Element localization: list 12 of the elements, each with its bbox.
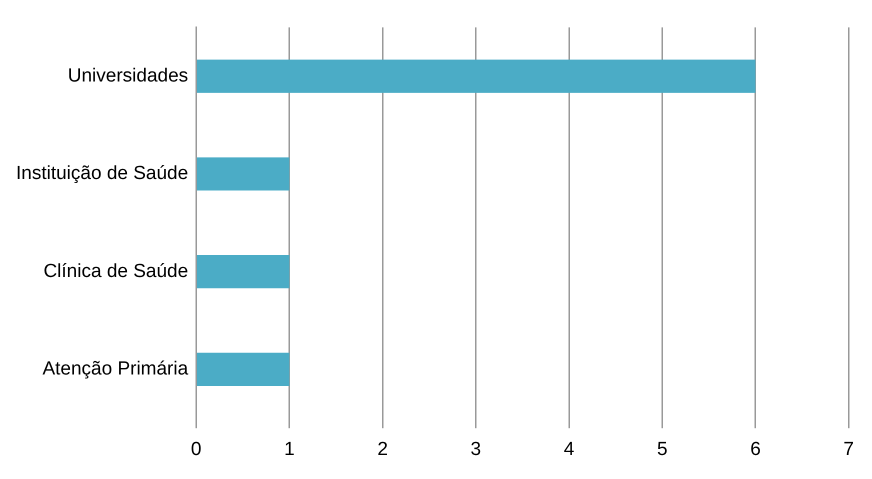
y-tick-label: Clínica de Saúde bbox=[43, 260, 188, 282]
x-tick-label: 4 bbox=[564, 438, 575, 460]
x-tick-label: 1 bbox=[284, 438, 295, 460]
x-tick-label: 7 bbox=[843, 438, 854, 460]
x-tick-label: 6 bbox=[750, 438, 761, 460]
y-tick-label: Universidades bbox=[68, 65, 188, 86]
x-tick-label: 2 bbox=[377, 438, 388, 460]
y-tick-label: Instituição de Saúde bbox=[16, 163, 188, 184]
x-tick-label: 0 bbox=[190, 438, 202, 460]
y-tick-label: Atenção Primária bbox=[42, 358, 189, 380]
x-tick-label: 5 bbox=[656, 438, 668, 460]
x-tick-label: 3 bbox=[470, 438, 482, 460]
